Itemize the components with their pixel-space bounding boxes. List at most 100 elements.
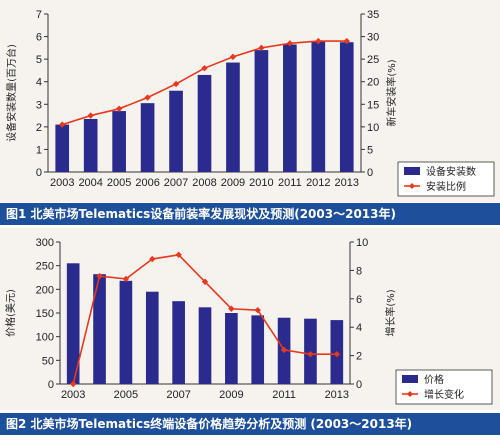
line-point-2004 [96, 272, 103, 280]
right-tick-label: 20 [367, 77, 379, 89]
x-tick-label: 2010 [249, 177, 273, 189]
bar-2010 [251, 315, 265, 384]
x-tick-label: 2009 [221, 177, 245, 189]
left-tick-label: 2 [36, 122, 42, 134]
chart1-svg: 0 1 2 3 4 5 6 7 0 5 10 15 20 25 30 35 2003 2004 2005 2006 20… [5, 9, 495, 197]
left-tick-label: 100 [36, 332, 54, 344]
bar-2003 [55, 124, 70, 172]
left-axis-title: 价格(美元) [4, 289, 17, 337]
left-tick-label: 200 [36, 284, 54, 296]
left-tick-label: 150 [36, 308, 54, 320]
line-point-2011 [286, 40, 294, 47]
line-point-2007 [172, 80, 180, 88]
right-tick-label: 35 [367, 9, 379, 21]
left-tick-label: 7 [36, 9, 42, 21]
right-tick-label: 8 [356, 265, 362, 277]
bar-2012 [311, 41, 326, 173]
bar-2011 [283, 44, 297, 172]
right-tick-label: 15 [367, 99, 379, 111]
chart2-svg: 0 50 100 150 200 250 300 0 2 4 6 8 10 2003 2005 2007 200… [4, 237, 493, 405]
legend-bar-swatch [404, 167, 420, 175]
x-tick-label: 2005 [114, 389, 138, 401]
line-point-2003 [69, 380, 77, 388]
line-point-2005 [115, 105, 123, 112]
line-point-2012 [315, 37, 322, 45]
legend-bar-label: 设备安装数 [426, 165, 476, 178]
line-point-2004 [87, 112, 94, 119]
bar-2008 [197, 74, 212, 172]
x-tick-label: 2007 [166, 389, 190, 401]
chart1-caption: 图1 北美市场Telematics设备前装率发展现状及预测(2003～2013年… [0, 203, 500, 225]
left-tick-label: 0 [36, 167, 42, 179]
right-axis-title: 新车安装率(%) [385, 59, 398, 126]
line-point-2010 [254, 306, 261, 314]
legend-line-marker [407, 391, 413, 397]
x-tick-label: 2006 [135, 177, 159, 189]
legend-line-label: 安装比例 [426, 180, 466, 193]
line-point-2012 [307, 350, 314, 358]
right-tick-label: 10 [367, 122, 379, 134]
line-point-2008 [201, 64, 208, 72]
x-tick-label: 2013 [325, 389, 349, 401]
x-tick-label: 2013 [335, 177, 359, 189]
x-tick-label: 2011 [278, 177, 302, 189]
line-point-2008 [201, 278, 209, 285]
bar-2008 [198, 307, 212, 384]
right-tick-label: 2 [356, 351, 362, 363]
x-tick-label: 2011 [272, 389, 296, 401]
line-point-2009 [228, 305, 235, 312]
legend-line-label: 增长变化 [424, 388, 464, 401]
line-point-2011 [280, 346, 288, 354]
line-point-2009 [229, 53, 237, 61]
line-point-2013 [343, 37, 350, 45]
bar-2007 [172, 301, 185, 384]
x-tick-label: 2007 [164, 177, 188, 189]
right-tick-label: 25 [367, 54, 379, 66]
x-tick-label: 2008 [192, 177, 216, 189]
right-tick-label: 30 [367, 32, 379, 44]
line-point-2006 [149, 255, 156, 263]
bar-2004 [93, 274, 106, 384]
right-tick-label: 4 [356, 322, 362, 334]
left-tick-label: 1 [36, 144, 42, 156]
bar-2010 [254, 50, 269, 172]
chart2-caption: 图2 北美市场Telematics终端设备价格趋势分析及预测 (2003～201… [0, 413, 500, 435]
right-tick-label: 5 [367, 144, 373, 156]
bar-2006 [140, 103, 155, 172]
left-axis-title: 设备安装数量(百万台) [5, 44, 18, 142]
chart2-panel: 0 50 100 150 200 250 300 0 2 4 6 8 10 2003 2005 2007 200… [0, 228, 500, 410]
x-tick-label: 2012 [306, 177, 330, 189]
line-point-2013 [333, 350, 341, 358]
right-axis-title: 增长率(%) [384, 289, 397, 336]
left-tick-label: 3 [36, 99, 42, 111]
bar-2003 [66, 263, 80, 384]
left-tick-label: 300 [36, 237, 54, 249]
bar-2004 [83, 118, 98, 172]
line-point-2007 [175, 251, 182, 258]
x-tick-label: 2009 [219, 389, 243, 401]
x-tick-label: 2004 [78, 177, 102, 189]
left-tick-label: 0 [48, 379, 54, 391]
bar-2009 [225, 313, 238, 384]
bar-2007 [169, 90, 183, 172]
left-tick-label: 4 [36, 77, 42, 89]
right-tick-label: 6 [356, 294, 362, 306]
line-point-2005 [122, 275, 130, 283]
right-tick-label: 0 [356, 379, 362, 391]
bar-2006 [145, 291, 159, 384]
bar-2005 [112, 111, 126, 172]
legend-bar-swatch [402, 375, 418, 383]
right-tick-label: 0 [367, 167, 373, 179]
line-point-2006 [144, 94, 151, 101]
legend-line-marker [409, 183, 415, 189]
x-tick-label: 2003 [61, 389, 85, 401]
bar-2009 [226, 62, 240, 172]
x-tick-label: 2003 [50, 177, 74, 189]
line-point-2003 [59, 121, 66, 128]
line-point-2010 [258, 44, 265, 52]
right-tick-label: 10 [356, 237, 368, 249]
legend-bar-label: 价格 [424, 373, 444, 386]
chart1-panel: 0 1 2 3 4 5 6 7 0 5 10 15 20 25 30 35 2003 2004 2005 2006 20… [0, 0, 500, 202]
left-tick-label: 50 [42, 355, 54, 367]
x-tick-label: 2005 [107, 177, 131, 189]
